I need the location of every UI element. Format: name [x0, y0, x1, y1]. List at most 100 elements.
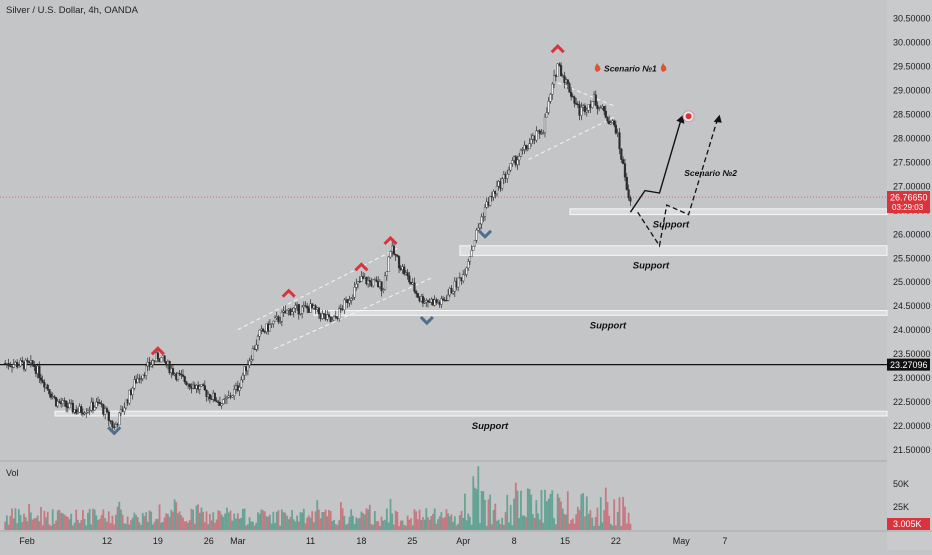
- candle-body: [321, 313, 324, 319]
- volume-bar: [571, 518, 574, 530]
- candle-body: [213, 392, 217, 401]
- candle-body: [231, 395, 234, 398]
- volume-bar: [328, 509, 330, 530]
- volume-bar: [155, 519, 158, 530]
- channel-upper-line: [237, 247, 398, 331]
- candle-body: [109, 420, 112, 422]
- volume-bar: [616, 511, 619, 530]
- volume-bar: [599, 497, 602, 530]
- volume-bar: [389, 499, 392, 530]
- volume-bar: [582, 493, 585, 530]
- channel-lower-line: [273, 276, 435, 350]
- volume-bar: [584, 516, 586, 530]
- volume-bar: [321, 512, 324, 530]
- axes: 30.50000 30.00000 29.50000 29.00000 28.50000…: [19, 14, 930, 547]
- peak-marker: [354, 262, 369, 272]
- volume-bar: [304, 523, 307, 530]
- volume-bar: [46, 511, 49, 530]
- volume-bar: [260, 509, 263, 530]
- volume-bar: [613, 499, 616, 530]
- volume-bar: [399, 520, 402, 530]
- candle-body: [113, 426, 116, 428]
- volume-bar: [394, 510, 397, 530]
- candle-body: [53, 396, 56, 398]
- volume-bar: [624, 506, 626, 530]
- volume-bar: [145, 512, 148, 530]
- volume-bar: [63, 514, 66, 530]
- candle-body: [452, 291, 455, 294]
- candle-body: [98, 402, 101, 404]
- volume-bar: [382, 520, 385, 530]
- volume-bar: [472, 476, 475, 530]
- volume-bar: [331, 521, 334, 530]
- x-tick-label: 8: [512, 536, 517, 546]
- volume-bar: [494, 503, 497, 530]
- volume-bar: [130, 520, 132, 530]
- volume-bar: [357, 518, 359, 530]
- volume-bar: [107, 511, 110, 530]
- volume-bar: [401, 520, 404, 530]
- volume-bar: [16, 523, 19, 530]
- volume-bar: [53, 523, 56, 530]
- candle-body: [250, 359, 253, 362]
- support-zone: [459, 245, 888, 256]
- volume-bar: [538, 519, 541, 530]
- volume-bar: [553, 518, 555, 530]
- volume-bar: [265, 516, 268, 530]
- candle-body: [123, 407, 126, 412]
- candle-body: [306, 305, 309, 309]
- volume-bar: [311, 511, 314, 530]
- volume-bar: [41, 525, 44, 530]
- volume-bar: [545, 501, 548, 530]
- volume-bar: [217, 510, 220, 530]
- peak-marker: [550, 44, 565, 54]
- volume-bar: [496, 520, 498, 530]
- volume-bar: [551, 490, 554, 530]
- candle-body: [397, 256, 401, 269]
- target-circle-inner: [685, 113, 692, 120]
- volume-bar: [80, 520, 83, 530]
- volume-bar: [58, 509, 61, 530]
- candle-body: [280, 312, 283, 322]
- volume-bar: [520, 490, 522, 530]
- candle-body: [618, 132, 621, 150]
- y-tick-label: 28.00000: [893, 133, 931, 143]
- volume-bar: [591, 517, 594, 530]
- candle-body: [516, 159, 519, 166]
- candle-body: [383, 275, 387, 290]
- volume-bar: [240, 517, 243, 530]
- volume-bar: [136, 517, 139, 530]
- volume-bar: [353, 524, 356, 530]
- volume-bar: [286, 515, 288, 530]
- candle-body: [198, 386, 201, 390]
- candle-body: [604, 110, 607, 118]
- x-tick-label: Feb: [19, 536, 35, 546]
- volume-bar: [440, 512, 443, 530]
- volume-bar: [452, 521, 455, 530]
- candlesticks: [4, 62, 632, 430]
- volume-bar: [306, 517, 309, 530]
- volume-bar: [513, 498, 515, 530]
- volume-bar: [65, 516, 68, 530]
- volume-bar: [518, 518, 521, 530]
- candle-body: [297, 304, 300, 315]
- volume-bar: [487, 499, 490, 530]
- candle-body: [131, 388, 134, 396]
- volume-bar: [477, 466, 480, 530]
- volume-bar: [458, 515, 461, 530]
- candle-body: [351, 297, 354, 299]
- scenario-1-path: [629, 118, 682, 213]
- volume-bar: [141, 512, 144, 530]
- volume-bar: [102, 509, 105, 530]
- volume-bar: [521, 515, 524, 530]
- volume-bar: [284, 512, 287, 530]
- volume-bar: [365, 508, 368, 530]
- candle-body: [145, 365, 148, 376]
- volume-bar: [128, 524, 131, 530]
- volume-bar: [549, 493, 552, 530]
- candle-body: [613, 120, 616, 126]
- candle-body: [492, 191, 495, 198]
- candle-body: [413, 282, 416, 292]
